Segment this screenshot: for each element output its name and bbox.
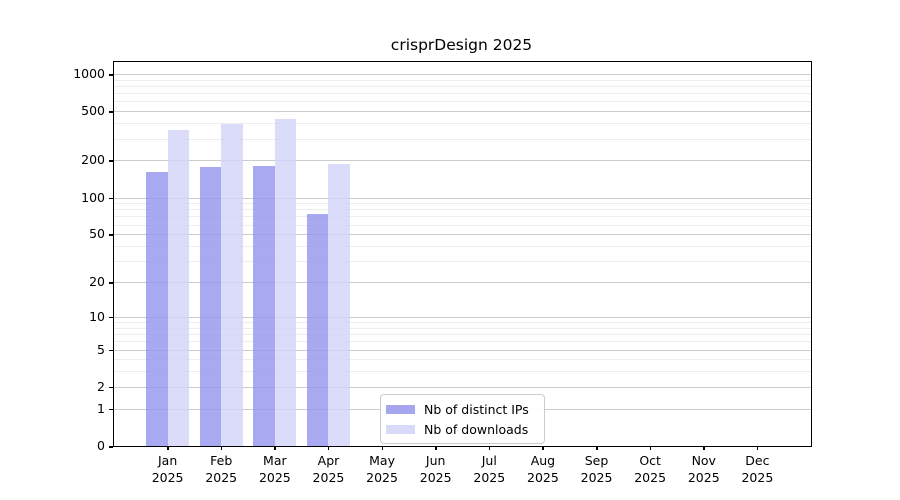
bar-downloads: [167, 129, 190, 446]
x-tick-label: Jul 2025: [473, 453, 506, 485]
y-gridline-major: [114, 111, 811, 113]
y-gridline-minor: [114, 371, 811, 373]
y-axis-tick: [109, 74, 113, 76]
x-tick-label: Oct 2025: [634, 453, 667, 485]
y-gridline-minor: [114, 359, 811, 361]
legend-label-downloads: Nb of downloads: [424, 421, 529, 437]
plot-area: 0 1 2 5 10 20 50 100 200 500 1000 Jan 2025 Feb 2025 M…: [73, 61, 812, 485]
y-gridline-minor: [114, 246, 811, 248]
y-gridline-minor: [114, 86, 811, 87]
y-axis-tick: [109, 349, 113, 352]
y-axis-tick: [109, 111, 113, 113]
y-axis-tick: [109, 408, 113, 411]
y-gridline-minor: [114, 261, 811, 263]
x-axis-tick: [488, 446, 491, 450]
y-tick-label: 100: [81, 189, 105, 205]
x-tick-label: Mar 2025: [258, 453, 291, 485]
y-tick-label: 1: [97, 400, 105, 416]
x-axis-tick: [756, 446, 759, 450]
x-axis-tick: [327, 446, 330, 450]
y-gridline-major: [114, 316, 811, 318]
y-gridline-minor: [114, 79, 811, 81]
x-axis-tick: [381, 446, 384, 450]
x-tick-label: Jun 2025: [419, 453, 452, 485]
y-gridline-major: [114, 234, 811, 236]
y-axis-tick: [109, 316, 113, 319]
y-gridline-minor: [114, 101, 811, 103]
y-gridline-major: [114, 386, 811, 388]
y-axis-tick: [109, 282, 113, 284]
y-gridline-minor: [114, 203, 811, 205]
x-axis-tick: [703, 446, 705, 450]
legend-swatch-distinct-ips: [386, 404, 415, 414]
y-gridline-minor: [114, 138, 811, 140]
y-gridline-minor: [114, 93, 811, 95]
y-gridline-major: [114, 282, 811, 284]
x-axis-tick: [596, 446, 598, 450]
bar-distinct-ips: [253, 166, 275, 446]
legend-row-distinct-ips: Nb of distinct IPs: [386, 399, 538, 419]
y-gridline-minor: [114, 341, 811, 343]
x-tick-label: Feb 2025: [205, 453, 238, 485]
x-tick-label: Apr 2025: [312, 453, 345, 485]
y-gridline-minor: [114, 322, 811, 324]
y-axis-tick: [109, 446, 113, 448]
y-gridline-major: [114, 74, 811, 75]
y-axis-tick: [109, 160, 113, 162]
y-tick-label: 2: [97, 378, 105, 394]
x-tick-label: Aug 2025: [527, 453, 559, 485]
x-tick-label: Nov 2025: [687, 453, 720, 485]
y-tick-label: 500: [81, 103, 105, 119]
y-gridline-minor: [114, 224, 811, 226]
y-tick-label: 10: [89, 308, 105, 324]
y-tick-label: 50: [89, 226, 105, 242]
bar-distinct-ips: [306, 213, 329, 446]
y-gridline-minor: [114, 327, 811, 329]
y-axis-tick: [109, 197, 113, 199]
legend-swatch-downloads: [386, 424, 415, 434]
x-tick-label: Jan 2025: [151, 453, 184, 485]
y-gridline-minor: [114, 209, 811, 211]
y-gridline-minor: [114, 123, 811, 125]
bar-distinct-ips: [199, 167, 222, 446]
y-gridline-major: [114, 160, 811, 162]
x-axis-tick: [542, 446, 544, 450]
y-tick-label: 1000: [73, 66, 105, 81]
bar-distinct-ips: [146, 172, 168, 446]
x-axis-tick: [167, 446, 169, 450]
y-gridline-minor: [114, 334, 811, 336]
y-tick-label: 5: [97, 341, 105, 357]
y-tick-label: 200: [81, 152, 105, 168]
y-gridline-major: [114, 349, 811, 351]
legend: Nb of distinct IPs Nb of downloads: [380, 394, 545, 444]
chart-title: crisprDesign 2025: [390, 36, 533, 54]
x-axis-tick: [274, 446, 276, 450]
y-axis-tick: [109, 386, 113, 389]
x-axis-tick: [435, 446, 437, 450]
bar-downloads: [221, 123, 243, 446]
y-tick-label: 20: [89, 274, 105, 290]
x-tick-label: Dec 2025: [741, 453, 774, 485]
y-gridline-minor: [114, 216, 811, 218]
y-axis-tick: [109, 234, 113, 236]
bar-downloads: [274, 118, 297, 446]
x-tick-label: Sep 2025: [580, 453, 613, 485]
bar-downloads: [328, 163, 350, 446]
legend-label-distinct-ips: Nb of distinct IPs: [424, 401, 529, 417]
y-gridline-major: [114, 197, 811, 199]
x-tick-label: May 2025: [366, 453, 398, 485]
x-axis-tick: [220, 446, 223, 450]
y-tick-label: 0: [97, 438, 105, 453]
x-axis-tick: [649, 446, 652, 450]
legend-row-downloads: Nb of downloads: [386, 419, 538, 439]
